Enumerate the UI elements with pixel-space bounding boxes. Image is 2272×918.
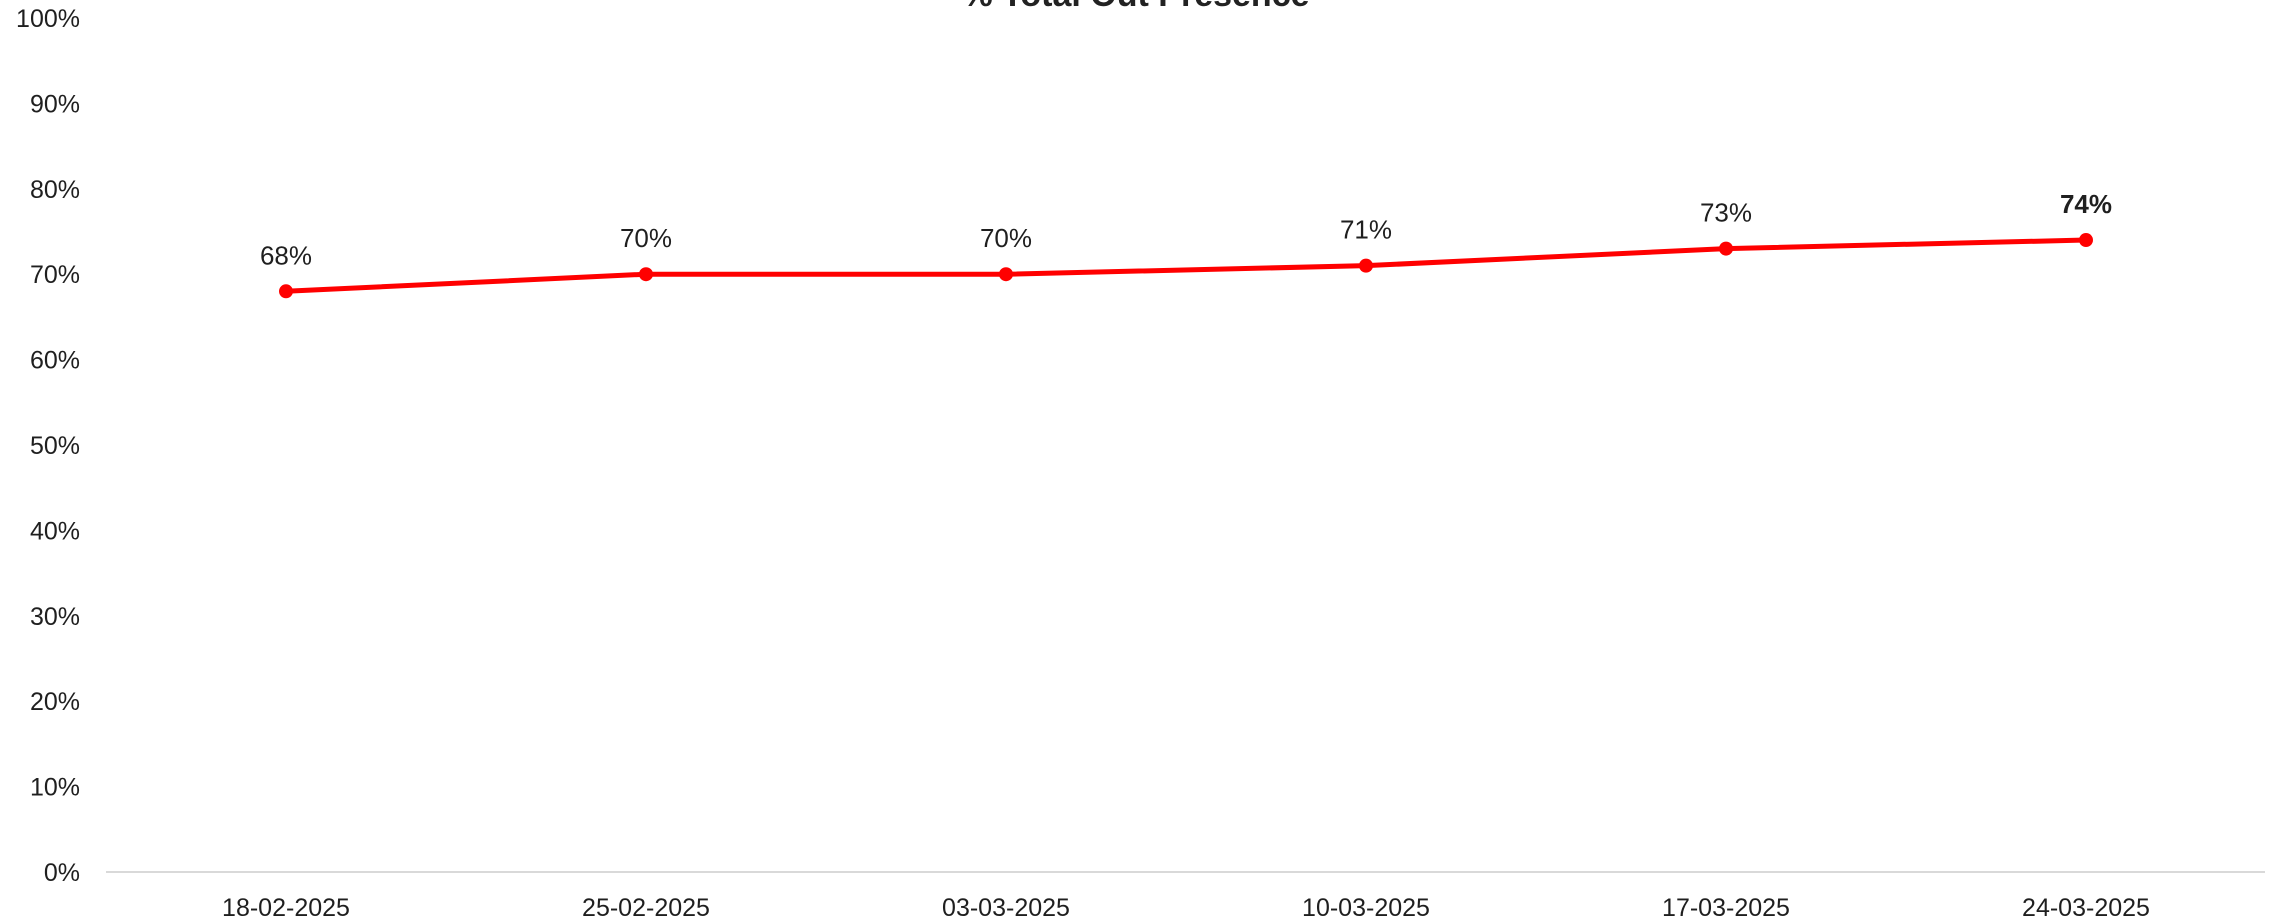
series-line: [283, 237, 2089, 294]
x-tick-label: 25-02-2025: [582, 894, 710, 918]
x-tick-label: 18-02-2025: [222, 894, 350, 918]
data-label: 73%: [1700, 198, 1752, 228]
y-tick-label: 20%: [30, 688, 80, 716]
data-label: 70%: [980, 223, 1032, 253]
x-tick-label: 10-03-2025: [1302, 894, 1430, 918]
y-tick-label: 0%: [44, 859, 80, 887]
data-label: 70%: [620, 223, 672, 253]
data-point: [279, 284, 293, 299]
plot-area: 68% 70% 70% 71% 73% 74%: [260, 189, 2112, 299]
y-tick-label: 40%: [30, 517, 80, 545]
y-axis: 0% 10% 20% 30% 40% 50% 60% 70% 80% 90% 100%: [16, 5, 80, 887]
x-tick-label: 17-03-2025: [1662, 894, 1790, 918]
data-label: 74%: [2060, 189, 2112, 219]
x-tick-label: 24-03-2025: [2022, 894, 2150, 918]
x-axis: 18-02-2025 25-02-2025 03-03-2025 10-03-2025…: [106, 871, 2265, 918]
data-point: [999, 267, 1013, 282]
y-tick-label: 80%: [30, 176, 80, 204]
data-point: [2079, 233, 2093, 248]
chart-title: % Total Out Presence: [0, 0, 2272, 15]
y-tick-label: 70%: [30, 261, 80, 289]
y-tick-label: 30%: [30, 603, 80, 631]
x-tick-label: 03-03-2025: [942, 894, 1070, 918]
y-tick-label: 100%: [16, 5, 80, 33]
y-tick-label: 60%: [30, 347, 80, 375]
data-point: [639, 267, 653, 282]
data-point: [1359, 258, 1373, 273]
y-tick-label: 90%: [30, 90, 80, 118]
y-tick-label: 10%: [30, 774, 80, 802]
y-tick-label: 50%: [30, 432, 80, 460]
data-label: 71%: [1340, 215, 1392, 245]
data-label: 68%: [260, 240, 312, 270]
data-point: [1719, 241, 1733, 256]
